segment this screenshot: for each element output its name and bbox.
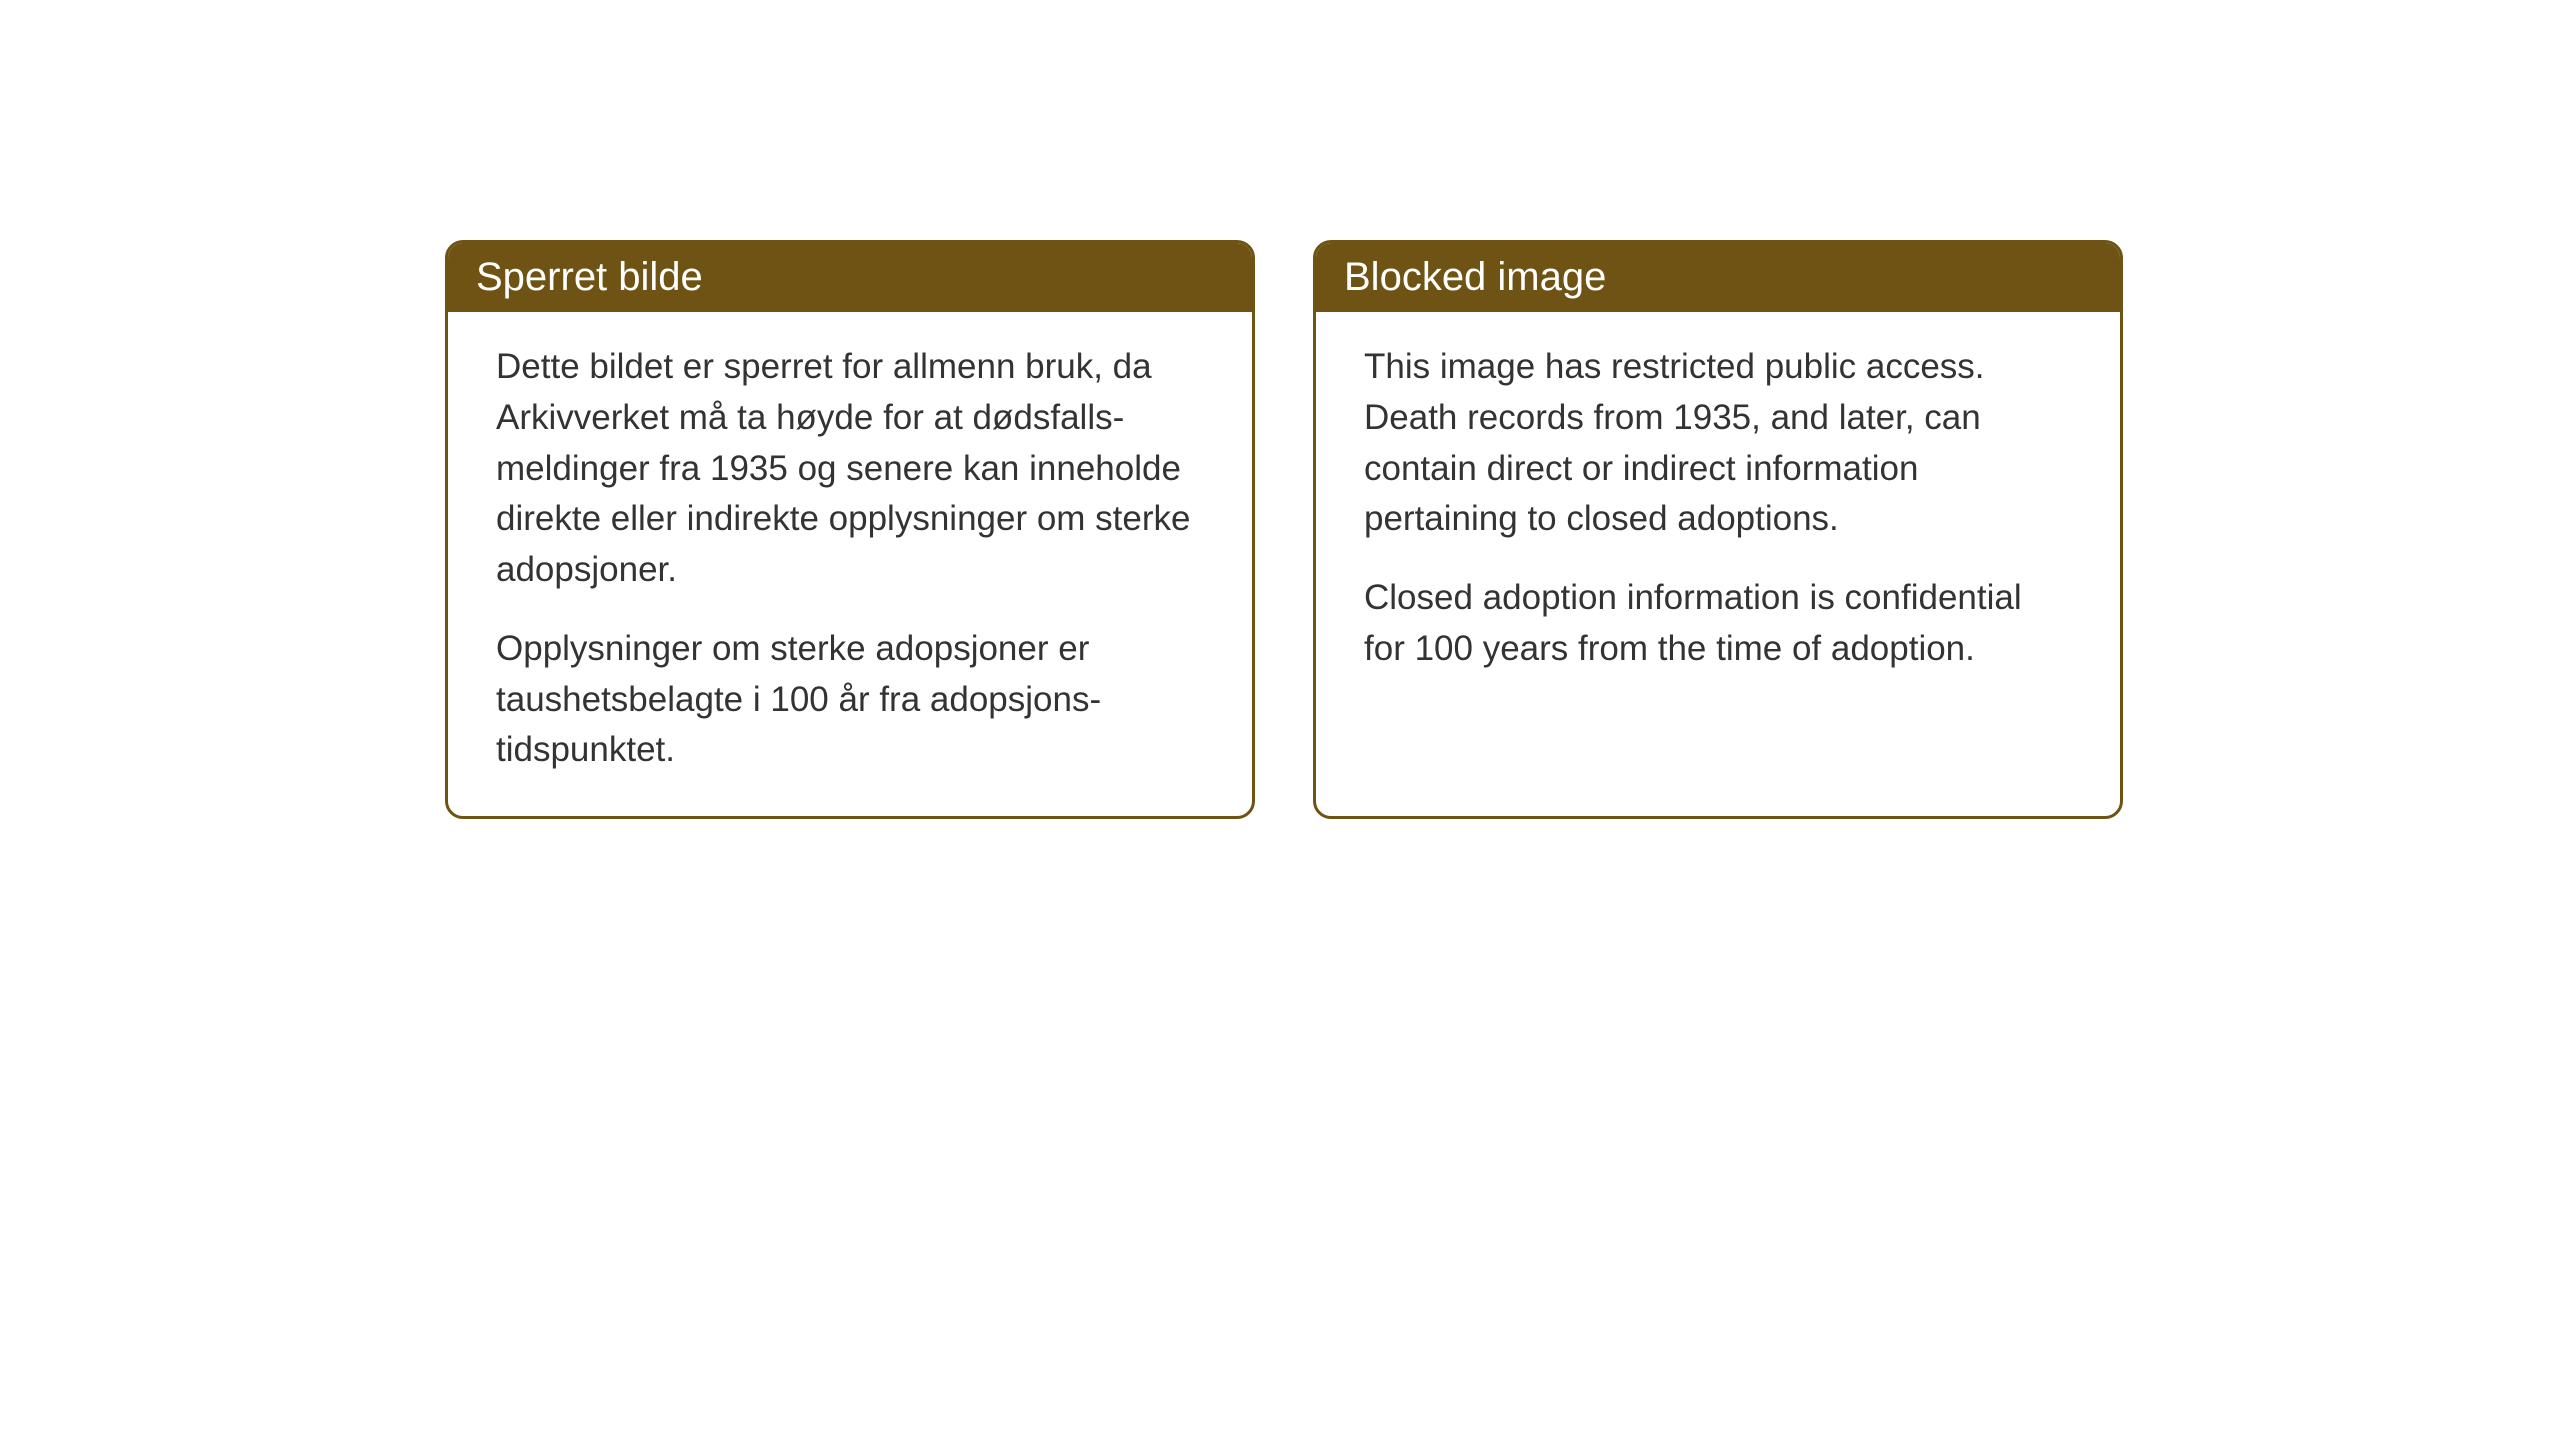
- card-header-english: Blocked image: [1316, 243, 2120, 312]
- notice-card-norwegian: Sperret bilde Dette bildet er sperret fo…: [445, 240, 1255, 819]
- paragraph-2-english: Closed adoption information is confident…: [1364, 573, 2072, 675]
- card-title-norwegian: Sperret bilde: [476, 255, 703, 299]
- notice-container: Sperret bilde Dette bildet er sperret fo…: [445, 240, 2123, 819]
- paragraph-1-english: This image has restricted public access.…: [1364, 342, 2072, 545]
- paragraph-2-norwegian: Opplysninger om sterke adopsjoner er tau…: [496, 624, 1204, 776]
- card-title-english: Blocked image: [1344, 255, 1606, 299]
- card-body-english: This image has restricted public access.…: [1316, 312, 2120, 715]
- notice-card-english: Blocked image This image has restricted …: [1313, 240, 2123, 819]
- card-body-norwegian: Dette bildet er sperret for allmenn bruk…: [448, 312, 1252, 816]
- paragraph-1-norwegian: Dette bildet er sperret for allmenn bruk…: [496, 342, 1204, 596]
- card-header-norwegian: Sperret bilde: [448, 243, 1252, 312]
